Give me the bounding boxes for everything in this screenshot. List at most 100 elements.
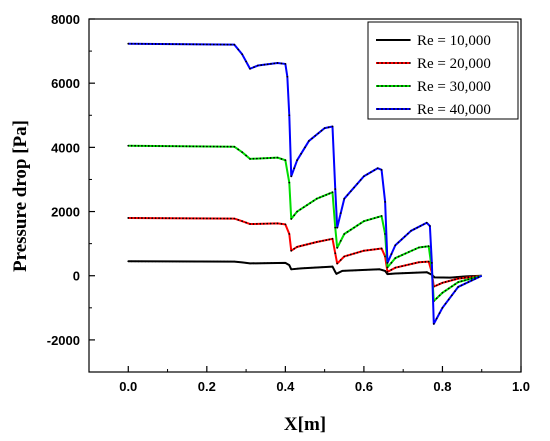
series-marker (417, 261, 420, 264)
series-marker (425, 271, 428, 274)
series-marker (366, 219, 369, 222)
series-marker (425, 221, 428, 224)
series-marker (269, 222, 272, 225)
series-marker (363, 175, 365, 178)
series-marker (192, 145, 195, 148)
legend-swatch-marker (405, 39, 407, 41)
series-marker (328, 238, 331, 241)
series-marker (277, 262, 280, 264)
series-marker (161, 43, 164, 45)
series-marker (351, 269, 354, 272)
series-marker (161, 145, 164, 147)
series-marker (158, 43, 160, 45)
series-marker (273, 262, 276, 264)
series-marker (438, 294, 441, 297)
series-marker (209, 43, 212, 46)
series-marker (381, 269, 384, 272)
series-marker (335, 272, 338, 275)
series-marker (290, 175, 293, 178)
series-marker (328, 265, 330, 268)
series-marker (380, 247, 383, 250)
series-marker (256, 64, 259, 67)
series-marker (386, 270, 389, 273)
series-marker (363, 249, 365, 252)
series-marker (296, 245, 299, 248)
legend-swatch-marker (389, 108, 391, 110)
series-marker (384, 270, 387, 272)
legend-swatch-marker (397, 39, 399, 41)
series-marker (380, 168, 383, 171)
legend-swatch-marker (401, 85, 403, 87)
series-marker (365, 268, 367, 271)
series-marker (147, 145, 150, 147)
series-marker (216, 260, 219, 263)
legend-swatch-marker (377, 39, 379, 41)
series-marker (302, 244, 305, 247)
legend-swatch-marker (401, 39, 403, 41)
series-marker (154, 260, 157, 263)
series-marker (288, 233, 291, 235)
legend-swatch-marker (393, 85, 395, 87)
series-marker (353, 252, 355, 255)
series-marker (252, 157, 255, 160)
series-marker (334, 188, 337, 190)
series-marker (406, 232, 409, 235)
series-marker (237, 261, 240, 263)
series-marker (206, 260, 208, 263)
series-marker (397, 266, 400, 268)
series-marker (435, 317, 438, 320)
x-tick-label: 0.4 (276, 379, 295, 394)
series-marker (293, 167, 296, 170)
series-marker (317, 132, 320, 135)
series-marker (185, 260, 188, 263)
series-marker (137, 260, 140, 263)
series-marker (241, 261, 244, 264)
series-marker (441, 306, 444, 309)
series-marker (255, 157, 258, 160)
series-marker (349, 228, 352, 231)
series-marker (130, 42, 133, 45)
x-axis-title: X[m] (284, 414, 326, 435)
series-marker (255, 223, 258, 225)
series-markers-1 (127, 217, 480, 288)
series-marker (212, 260, 215, 263)
series-marker (168, 43, 171, 45)
series-marker (237, 218, 240, 221)
series-marker (444, 289, 447, 292)
series-marker (130, 217, 133, 219)
series-marker (216, 217, 219, 220)
series-marker (284, 159, 287, 162)
series-marker (209, 145, 212, 148)
series-marker (168, 260, 171, 263)
series-marker (435, 297, 438, 300)
series-marker (212, 145, 215, 148)
series-marker (266, 63, 269, 66)
series-marker (263, 63, 266, 66)
series-marker (165, 145, 167, 148)
series-marker (147, 217, 150, 219)
series-marker (141, 217, 143, 219)
series-marker (361, 269, 364, 271)
series-marker (134, 217, 137, 219)
series-marker (262, 222, 265, 225)
series-marker (404, 252, 407, 255)
series-marker (195, 145, 198, 148)
series-marker (223, 43, 225, 46)
series-marker (454, 283, 456, 286)
series-marker (341, 270, 344, 272)
series-marker (377, 216, 379, 218)
series-marker (151, 217, 154, 220)
series-marker (338, 271, 341, 274)
series-marker (375, 268, 378, 271)
series-marker (438, 283, 441, 285)
series-marker (192, 43, 195, 46)
series-marker (188, 217, 191, 220)
series-marker (158, 145, 160, 147)
series-marker (309, 242, 312, 245)
series-marker (346, 230, 349, 233)
series-marker (185, 43, 188, 46)
series-marker (141, 42, 143, 45)
series-marker (237, 148, 240, 151)
series-marker (175, 145, 178, 148)
